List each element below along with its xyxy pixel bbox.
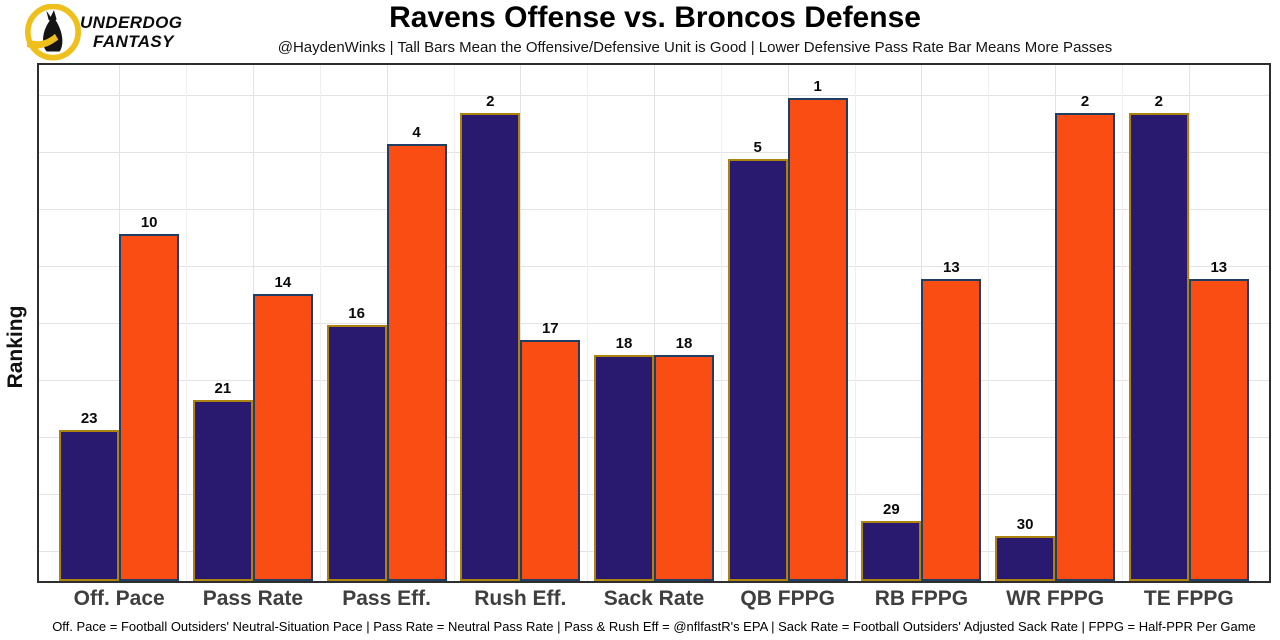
bar-value-label: 29 (883, 500, 900, 518)
footnote-glossary: Off. Pace = Football Outsiders' Neutral-… (52, 619, 1256, 634)
chart-title: Ravens Offense vs. Broncos Defense (389, 1, 921, 34)
bar-broncos-defense-sack-rate (654, 354, 714, 581)
bar-broncos-defense-qb-fppg (787, 98, 848, 581)
x-axis-label-sack-rate: Sack Rate (603, 587, 705, 610)
gridline-vertical-major (520, 65, 522, 581)
bar-ravens-offense-wr-fppg (995, 535, 1056, 581)
bar-value-label: 2 (1154, 93, 1163, 111)
x-axis-label-off-pace: Off. Pace (73, 587, 165, 610)
brand-line-fantasy: FANTASY (93, 32, 174, 51)
bar-ravens-offense-pass-rate (192, 399, 253, 581)
x-axis: Off. Pace Pass Rate Pass Eff. Rush Eff. Sack… (37, 587, 1271, 613)
x-axis-label-rush-eff: Rush Eff. (474, 587, 567, 610)
bar-value-label: 10 (140, 214, 158, 231)
bar-value-label: 13 (943, 259, 960, 277)
bar-ravens-offense-pass-eff (326, 324, 387, 581)
brand-wordmark: UNDERDOG FANTASY (80, 13, 182, 51)
gridline-vertical-minor (988, 65, 990, 581)
bar-broncos-defense-wr-fppg (1055, 113, 1116, 581)
bar-ravens-offense-qb-fppg (727, 158, 788, 581)
x-axis-label-wr-fppg: WR FPPG (1006, 587, 1105, 610)
chart-panel: 23 10 21 14 16 4 2 17 18 18 5 1 29 13 30 2 2 13 (37, 63, 1271, 583)
bar-value-label: 2 (1080, 93, 1090, 111)
bar-value-label: 1 (813, 78, 822, 96)
bar-value-label: 5 (753, 138, 762, 156)
bar-value-label: 17 (541, 319, 559, 337)
brand-line-underdog: UNDERDOG (80, 13, 183, 32)
gridline-vertical-minor (453, 65, 455, 581)
x-axis-label-pass-rate: Pass Rate (202, 587, 304, 610)
bar-ravens-offense-sack-rate (594, 354, 654, 581)
bar-value-label: 4 (412, 123, 421, 141)
bar-broncos-defense-pass-rate (252, 294, 313, 581)
bar-value-label: 16 (348, 304, 365, 322)
chart-subtitle: @HaydenWinks | Tall Bars Mean the Offens… (277, 39, 1113, 56)
bar-value-label: 18 (615, 334, 633, 352)
bar-broncos-defense-rush-eff (520, 339, 581, 581)
bar-value-label: 30 (1016, 515, 1034, 533)
bar-broncos-defense-off-pace (119, 234, 180, 581)
bar-value-label: 2 (486, 93, 495, 111)
gridline-vertical-minor (186, 65, 188, 581)
bar-ravens-offense-rb-fppg (861, 520, 922, 581)
bar-value-label: 14 (274, 274, 292, 292)
bar-broncos-defense-pass-eff (386, 143, 447, 581)
x-axis-label-pass-eff: Pass Eff. (342, 587, 431, 610)
gridline-vertical-major (654, 65, 655, 581)
bar-broncos-defense-te-fppg (1188, 279, 1249, 581)
gridline-vertical-minor (720, 65, 722, 581)
x-axis-label-te-fppg: TE FPPG (1143, 587, 1234, 610)
bar-broncos-defense-rb-fppg (921, 279, 982, 581)
bar-ravens-offense-te-fppg (1128, 113, 1189, 581)
x-axis-label-qb-fppg: QB FPPG (740, 587, 835, 610)
x-axis-label-rb-fppg: RB FPPG (874, 587, 969, 610)
gridline-vertical-minor (319, 65, 321, 581)
dog-in-ring-icon (24, 4, 82, 61)
bar-value-label: 21 (214, 379, 232, 397)
y-axis-label: Ranking (4, 305, 27, 389)
gridline-vertical-minor (854, 65, 856, 581)
bar-value-label: 23 (80, 410, 98, 428)
bar-value-label: 13 (1210, 259, 1228, 277)
bar-value-label: 18 (675, 334, 693, 352)
gridline-vertical-minor (587, 65, 589, 581)
bar-ravens-offense-rush-eff (460, 113, 521, 581)
underdog-fantasy-logo (24, 4, 82, 61)
bar-ravens-offense-off-pace (59, 430, 120, 581)
gridline-vertical-minor (1121, 65, 1123, 581)
